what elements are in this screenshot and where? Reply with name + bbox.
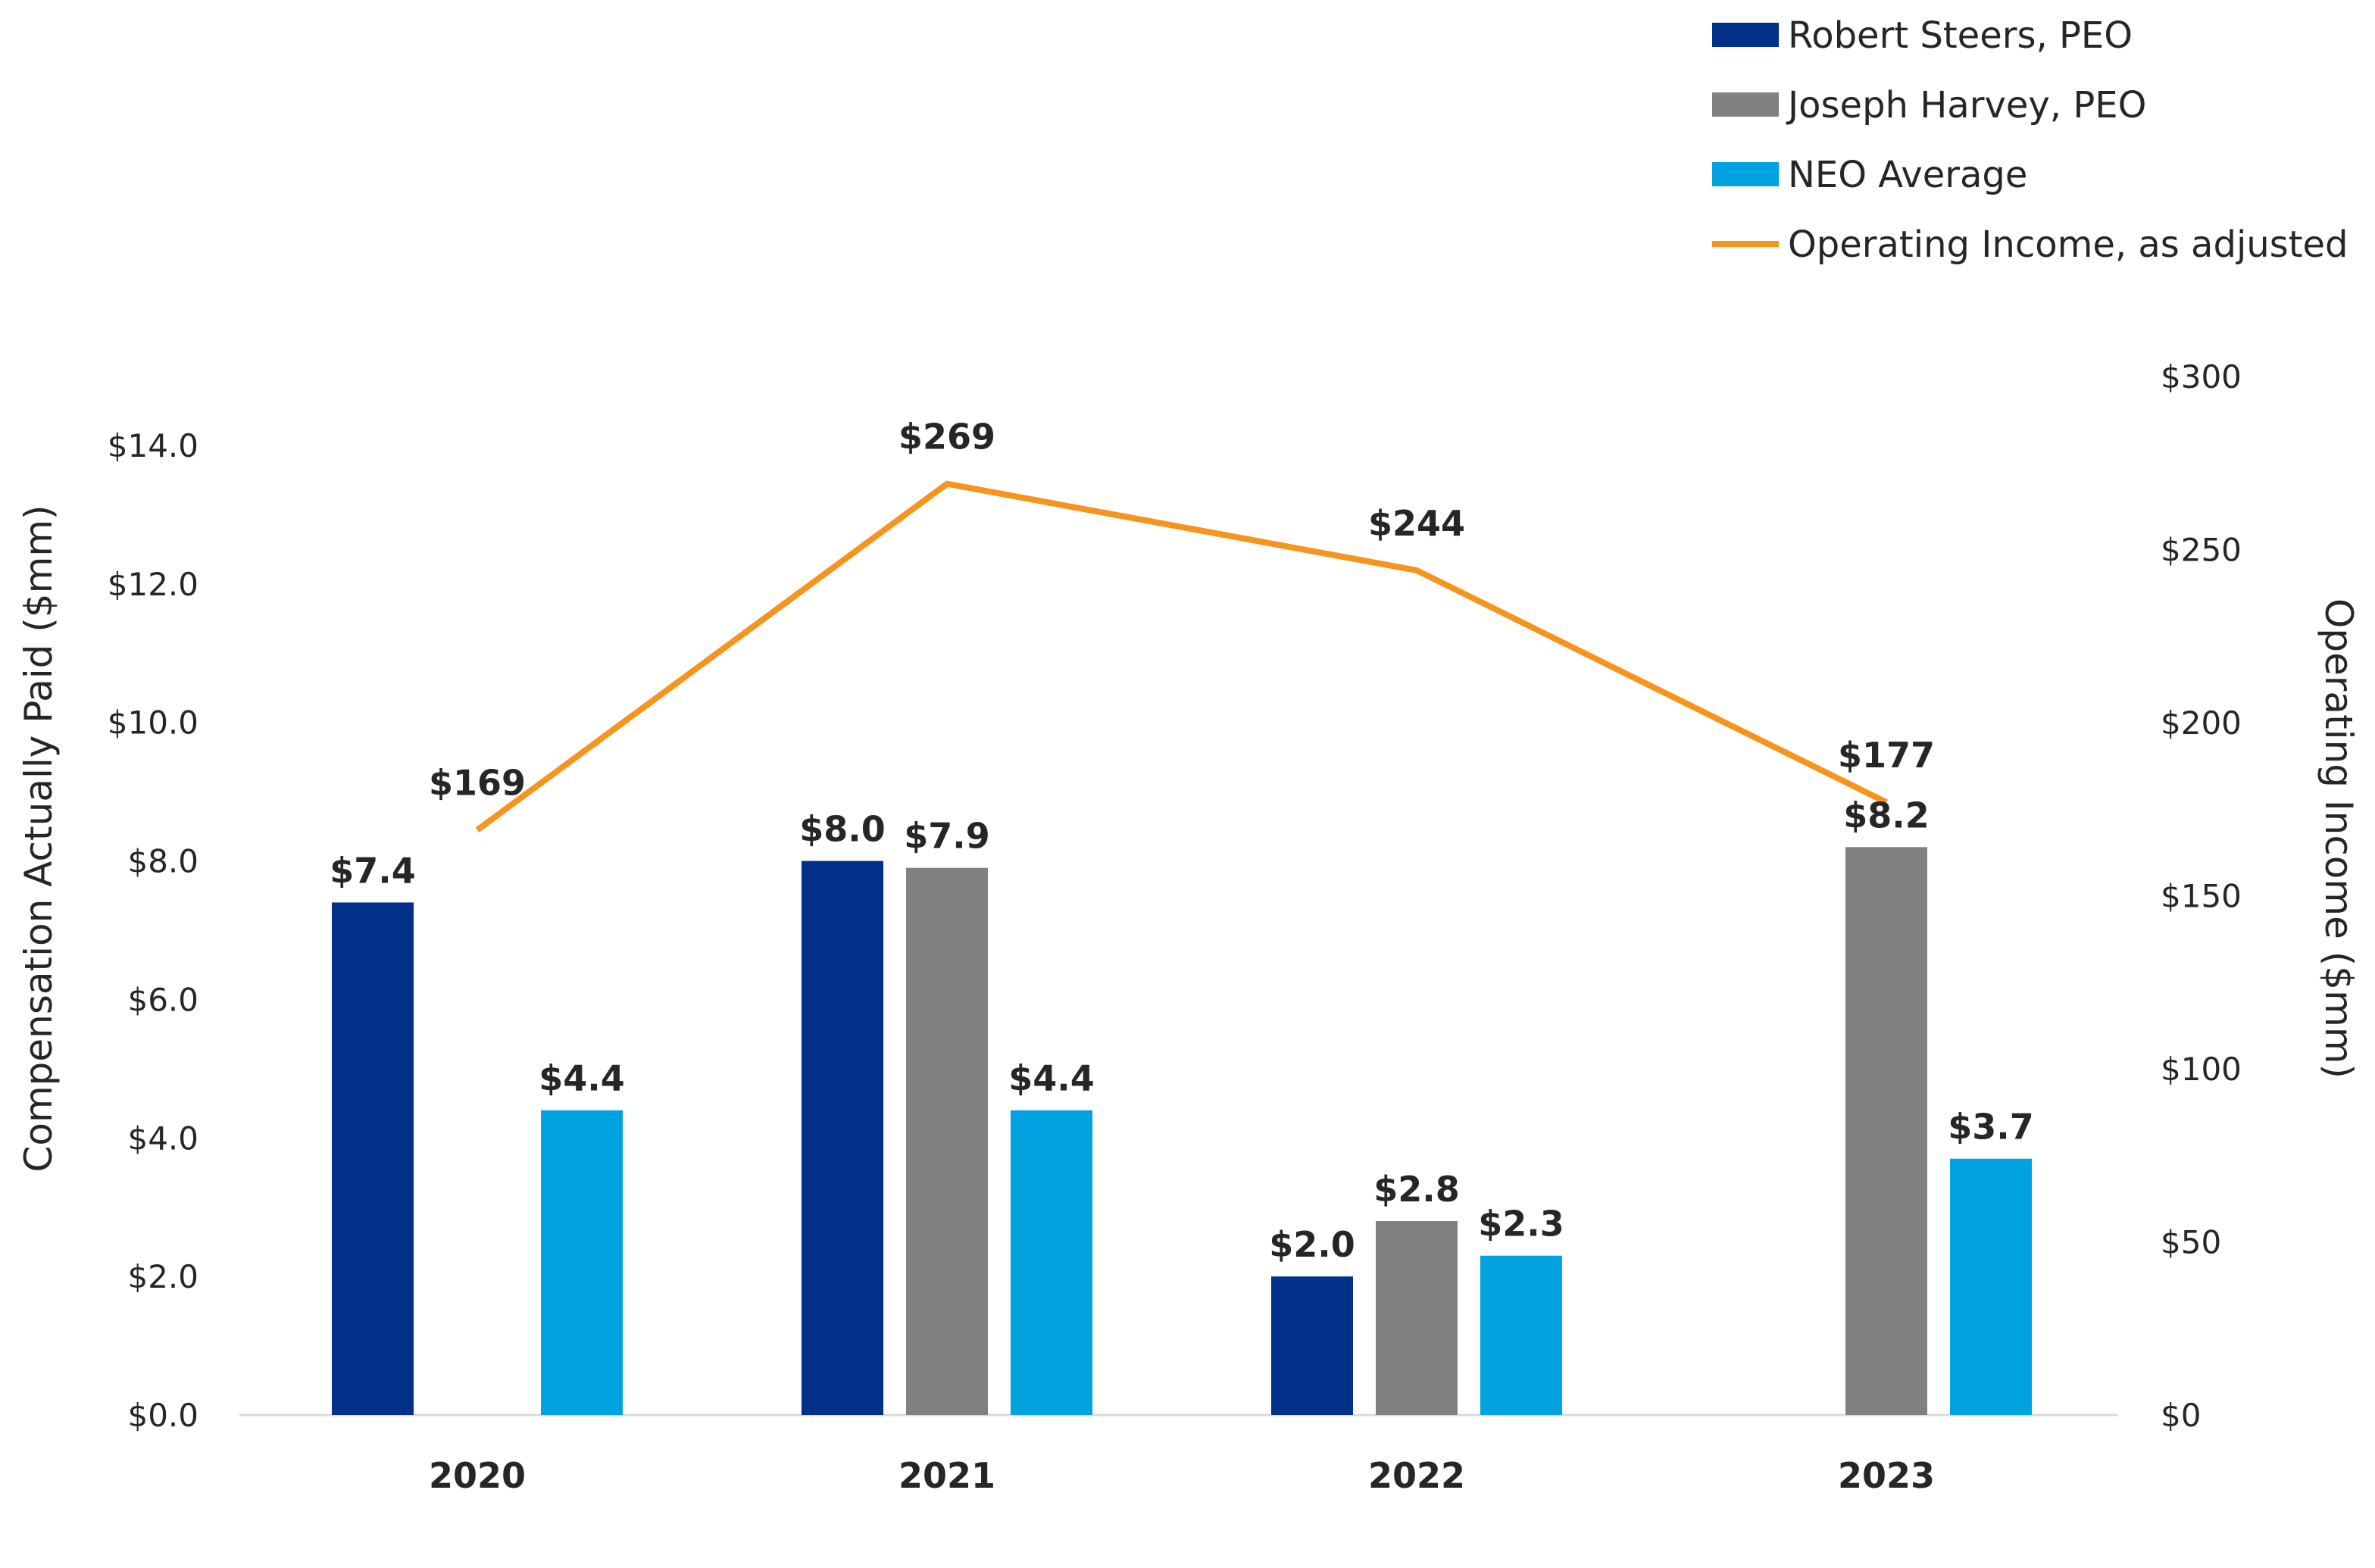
bar <box>1271 1276 1353 1415</box>
y2-tick-label: $250 <box>2161 532 2242 569</box>
line-data-label: $169 <box>429 763 526 804</box>
line-data-label: $269 <box>898 417 995 458</box>
bar-data-label: $4.4 <box>539 1058 625 1099</box>
bars <box>332 847 2032 1415</box>
bar <box>906 867 988 1415</box>
bar-data-label: $7.4 <box>330 850 416 891</box>
bar <box>1376 1221 1458 1415</box>
line-series <box>475 480 1888 832</box>
y-tick-label: $2.0 <box>127 1258 198 1295</box>
bar-data-label: $8.2 <box>1843 795 1930 836</box>
line-data-label: $177 <box>1838 735 1935 776</box>
category-label: 2020 <box>429 1455 526 1496</box>
legend-label: Joseph Harvey, PEO <box>1786 84 2146 127</box>
y-tick-label: $4.0 <box>127 1120 198 1157</box>
bar <box>541 1110 623 1415</box>
legend: Robert Steers, PEO Joseph Harvey, PEO NEO … <box>1712 14 2348 266</box>
line-operating-income <box>475 480 1888 832</box>
bar-labels: $7.4 $8.0 $2.0 $7.9 $2.8 $8.2 $4.4 $4.4 $2.3 $3.7 <box>330 795 2034 1265</box>
category-label: 2023 <box>1838 1455 1935 1496</box>
bar-data-label: $2.3 <box>1478 1204 1564 1245</box>
category-labels: 2020 2021 2022 2023 <box>429 1455 1935 1496</box>
y-tick-label: $14.0 <box>108 427 198 464</box>
y2-tick-label: $200 <box>2161 704 2242 742</box>
bar <box>802 861 883 1415</box>
bar <box>1480 1255 1562 1415</box>
legend-label: Operating Income, as adjusted <box>1788 223 2348 266</box>
line-data-label: $244 <box>1368 503 1465 544</box>
bar-data-label: $2.0 <box>1269 1224 1355 1265</box>
y2-tick-label: $300 <box>2161 358 2242 395</box>
y2-axis-title: Operating Income ($mm) <box>2317 598 2361 1079</box>
bar <box>1011 1110 1092 1415</box>
legend-swatch <box>1712 23 1779 47</box>
left-axis: $0.0 $2.0 $4.0 $6.0 $8.0 $10.0 $12.0 $14.0 <box>108 427 198 1434</box>
bar <box>1950 1158 2032 1415</box>
legend-swatch <box>1712 162 1779 186</box>
bar-data-label: $7.9 <box>904 816 990 857</box>
line-labels: $169 $269 $244 $177 <box>429 417 1935 804</box>
bar-data-label: $3.7 <box>1948 1107 2034 1148</box>
legend-swatch <box>1712 92 1779 117</box>
bar <box>1845 847 1927 1415</box>
legend-label: NEO Average <box>1788 154 2027 196</box>
bar-data-label: $8.0 <box>799 809 886 850</box>
bar <box>332 902 414 1415</box>
y2-tick-label: $50 <box>2161 1224 2221 1261</box>
bar-data-label: $4.4 <box>1008 1058 1095 1099</box>
y-tick-label: $10.0 <box>108 704 198 742</box>
y2-tick-label: $100 <box>2161 1051 2242 1088</box>
right-axis: $0 $50 $100 $150 $200 $250 $300 <box>2161 358 2242 1434</box>
category-label: 2021 <box>898 1455 995 1496</box>
bar-data-label: $2.8 <box>1373 1169 1460 1210</box>
y-tick-label: $6.0 <box>127 981 198 1018</box>
y-tick-label: $8.0 <box>127 843 198 880</box>
category-label: 2022 <box>1368 1455 1465 1496</box>
y-axis-title: Compensation Actually Paid ($mm) <box>17 504 61 1172</box>
y2-tick-label: $150 <box>2161 878 2242 915</box>
y2-tick-label: $0 <box>2161 1397 2201 1434</box>
y-tick-label: $0.0 <box>127 1397 198 1434</box>
legend-label: Robert Steers, PEO <box>1788 14 2133 57</box>
y-tick-label: $12.0 <box>108 566 198 603</box>
